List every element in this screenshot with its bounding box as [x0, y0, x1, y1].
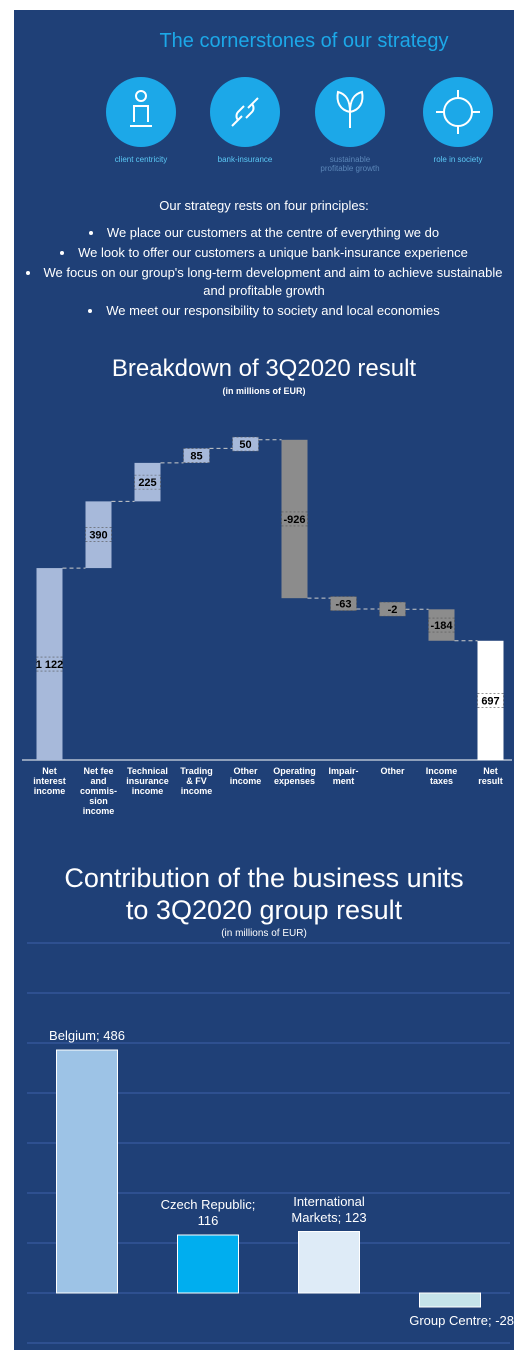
x-tick-label: Net result — [478, 766, 503, 786]
icon — [210, 77, 280, 147]
icon-label: role in society — [433, 155, 483, 164]
icon-glyph — [336, 90, 364, 128]
value-label: Group Centre; -28 — [409, 1313, 514, 1328]
x-tick-label: Other — [380, 766, 405, 776]
value-label: International Markets; 123 — [291, 1193, 367, 1225]
icon-glyph — [436, 90, 480, 134]
value-label-box — [477, 693, 504, 708]
value-label: 50 — [239, 439, 251, 451]
icon — [423, 77, 493, 147]
bullet: We focus on our group's long-term develo… — [20, 264, 508, 300]
bar — [298, 1231, 360, 1294]
value-label: Belgium; 486 — [49, 1028, 125, 1043]
value-label: Czech Republic; 116 — [160, 1197, 256, 1228]
value-label: 390 — [89, 530, 107, 542]
icon-label: bank-insurance — [217, 155, 273, 164]
icon-glyph — [130, 105, 152, 127]
value-label: 697 — [481, 695, 499, 707]
bar — [419, 1292, 481, 1308]
x-tick-label: Income taxes — [425, 766, 458, 786]
icon-glyph — [135, 90, 147, 102]
value-label-box — [330, 596, 357, 611]
value-label: -2 — [388, 604, 398, 616]
value-label: -184 — [430, 620, 453, 632]
bullet: We place our customers at the centre of … — [20, 224, 508, 242]
bar — [56, 1049, 118, 1294]
value-label-box — [232, 436, 259, 452]
bullet: We meet our responsibility to society an… — [20, 302, 508, 320]
x-tick-label: Other income — [229, 766, 262, 786]
value-label-box — [36, 656, 63, 672]
icon-glyphs — [130, 90, 480, 134]
icon — [106, 77, 176, 147]
x-tick-label: Trading & FV income — [180, 766, 213, 796]
value-label: -926 — [283, 514, 305, 526]
icon-glyph — [231, 97, 259, 127]
x-tick-label: Operating expenses — [273, 766, 316, 786]
chart-title: Breakdown of 3Q2020 result — [111, 355, 417, 382]
value-label-box — [281, 511, 308, 527]
bullet: We look to offer our customers a unique … — [20, 244, 508, 262]
x-tick-label: Net interest income — [33, 766, 66, 796]
value-label: 1 122 — [36, 659, 64, 671]
strategy-title: The cornerstones of our strategy — [159, 30, 449, 52]
x-tick-label: Net fee and commis- sion income — [79, 766, 117, 816]
value-label: -63 — [336, 599, 352, 611]
value-label: 225 — [138, 477, 156, 489]
icon-circles — [106, 77, 493, 147]
value-label-box — [428, 617, 455, 633]
x-tick-label: Technical insurance income — [126, 766, 169, 796]
bar — [177, 1234, 239, 1294]
value-label-box — [85, 527, 112, 543]
strategy-intro: Our strategy rests on four principles: — [159, 198, 369, 213]
icon-label: client centricity — [114, 155, 168, 164]
value-label: 85 — [190, 451, 202, 463]
value-label-box — [183, 448, 210, 463]
icon-label: sustainable profitable growth — [320, 155, 380, 173]
bullet-list: We place our customers at the centre of … — [14, 224, 514, 322]
chart-subtitle: (in millions of EUR) — [221, 928, 307, 939]
chart-subtitle: (in millions of EUR) — [222, 386, 306, 396]
value-label-box — [134, 474, 161, 490]
chart-title: Contribution of the business units to 3Q… — [64, 863, 464, 925]
x-tick-label: Impair- ment — [328, 766, 359, 786]
